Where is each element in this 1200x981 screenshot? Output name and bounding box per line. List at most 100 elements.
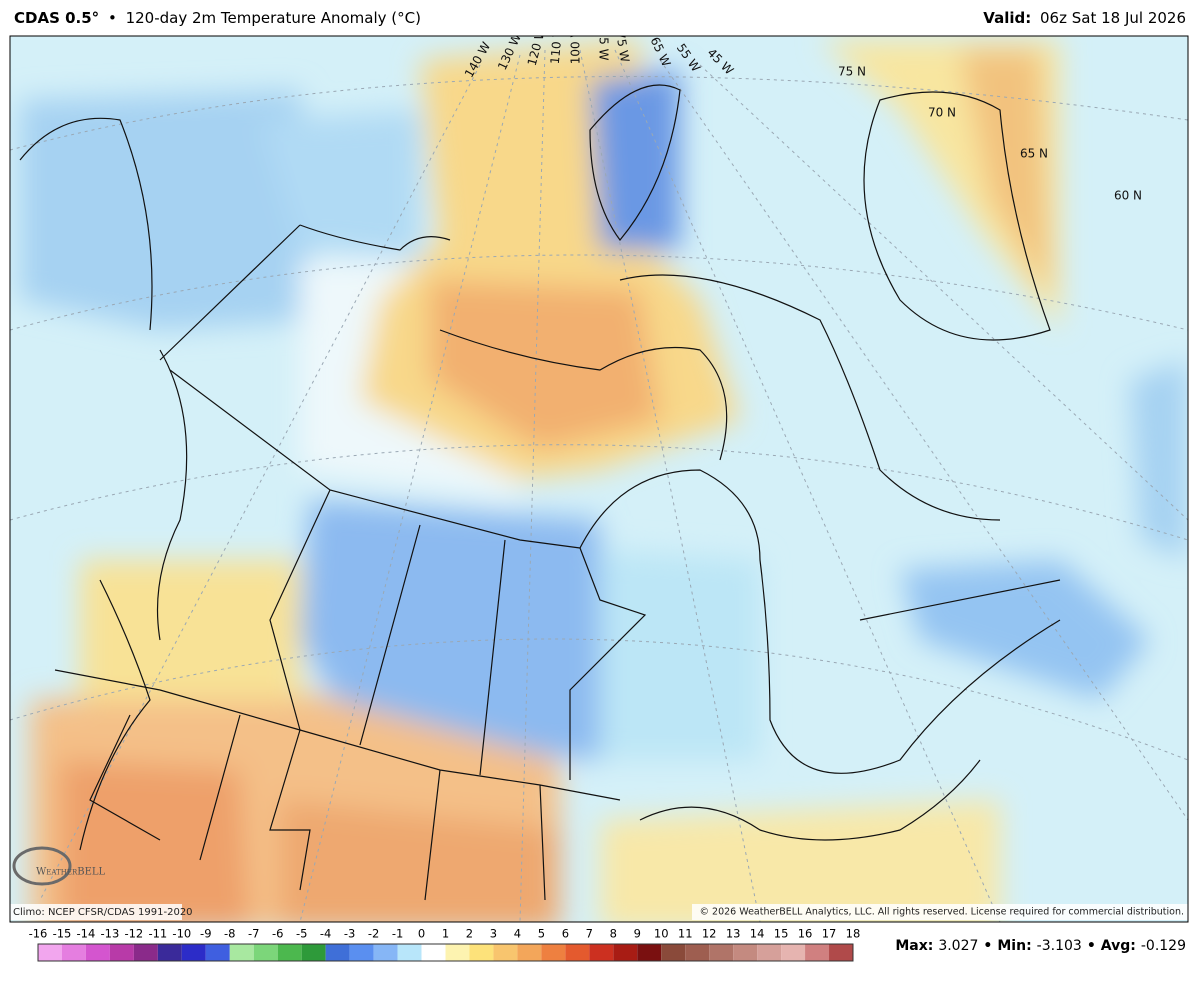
stat-value: -0.129 [1141,938,1186,954]
colorbar-label: -6 [272,927,283,941]
color-swatch [445,944,470,961]
colorbar-label: -11 [148,927,167,941]
stat-value: 3.027 [938,938,978,954]
colorbar-label: 13 [726,927,741,941]
valid-time: 06z Sat 18 Jul 2026 [1040,9,1186,27]
colorbar-label: 8 [610,927,617,941]
color-swatch [757,944,782,961]
color-swatch [397,944,422,961]
color-swatch [517,944,542,961]
title: 120-day 2m Temperature Anomaly (°C) [126,9,421,27]
colorbar-label: -15 [53,927,72,941]
colorbar-label: 6 [562,927,569,941]
colorbar-label: -13 [101,927,120,941]
color-swatch [685,944,710,961]
lat-labels: 75 N 70 N 65 N 60 N [838,65,1142,203]
color-swatch [157,944,182,961]
logo: WeatherBELL [12,846,106,886]
colorbar-label: 0 [418,927,425,941]
lat-label: 75 N [838,65,866,79]
color-swatch [421,944,446,961]
color-swatch [493,944,518,961]
stat-label: Avg: [1101,938,1136,954]
anomaly-field [20,40,1188,922]
color-swatch [613,944,638,961]
map: 140 W 130 W 120 W 110 W 100 W 85 W 75 W 65 W 55 … [10,26,1188,922]
colorbar-label: 5 [538,927,545,941]
colorbar-label: 16 [798,927,813,941]
stat-separator: • [1087,938,1096,954]
color-swatch [325,944,350,961]
color-swatch [253,944,278,961]
color-swatch [277,944,302,961]
bullet: • [108,9,117,27]
colorbar-label: 18 [846,927,861,941]
colorbar-label: 7 [586,927,593,941]
color-swatch [781,944,806,961]
colorbar-label: 17 [822,927,837,941]
colorbar-label: 2 [466,927,473,941]
color-swatch [709,944,734,961]
colorbar-label: 9 [634,927,641,941]
color-swatch [661,944,686,961]
header: CDAS 0.5° • 120-day 2m Temperature Anoma… [14,9,421,27]
stats: Max: 3.027 • Min: -3.103 • Avg: -0.129 [895,938,1186,954]
graticule [10,49,1188,922]
color-swatch [133,944,158,961]
lat-label: 60 N [1114,189,1142,203]
valid: Valid: 06z Sat 18 Jul 2026 [983,9,1186,27]
colorbar-label: -7 [248,927,259,941]
color-swatch [229,944,254,961]
colorbar-label: -5 [296,927,307,941]
model: CDAS 0.5° [14,9,99,27]
color-swatch [109,944,134,961]
colorbar: -16 -15 -14 -13 -12 -11 -10 -9 -8 -7 -6 -5 -4 -3 -2 -1 0… [29,927,861,962]
colorbar-label: -3 [344,927,355,941]
stat-value: -3.103 [1037,938,1082,954]
colorbar-label: -10 [172,927,191,941]
lon-label: 75 W [613,30,632,63]
color-swatch [301,944,326,961]
colorbar-label: 10 [654,927,669,941]
colorbar-label: 14 [750,927,765,941]
lon-label: 100 W [569,26,583,65]
color-swatch [829,944,853,961]
colorbar-label: -1 [392,927,403,941]
color-swatch [469,944,494,961]
colorbar-label: 11 [678,927,693,941]
color-swatch [805,944,830,961]
climo-note: Climo: NCEP CFSR/CDAS 1991-2020 [13,907,193,918]
color-swatch [181,944,206,961]
color-swatch [733,944,758,961]
colorbar-label: 1 [442,927,449,941]
colorbar-label: -9 [200,927,211,941]
color-swatch [637,944,662,961]
colorbar-label: 3 [490,927,497,941]
color-swatch [373,944,398,961]
stat-label: Min: [997,938,1031,954]
color-swatch [349,944,374,961]
colorbar-label: -12 [124,927,143,941]
colorbar-label: -16 [29,927,48,941]
colorbar-frame [37,943,854,962]
color-swatch [38,944,62,961]
logo-text: WeatherBELL [36,867,106,878]
color-swatch [85,944,110,961]
colorbar-label: -4 [320,927,331,941]
map-frame [9,35,1189,923]
valid-label: Valid: [983,9,1031,27]
colorbar-label: -8 [224,927,235,941]
stat-label: Max: [895,938,933,954]
lon-label: 85 W [597,30,611,61]
colorbar-label: -2 [368,927,379,941]
colorbar-label: 15 [774,927,789,941]
color-swatch [541,944,566,961]
boundaries [19,84,1061,901]
colorbar-label: 4 [514,927,521,941]
color-swatch [589,944,614,961]
color-swatch [61,944,86,961]
color-swatch [205,944,230,961]
color-swatch [565,944,590,961]
